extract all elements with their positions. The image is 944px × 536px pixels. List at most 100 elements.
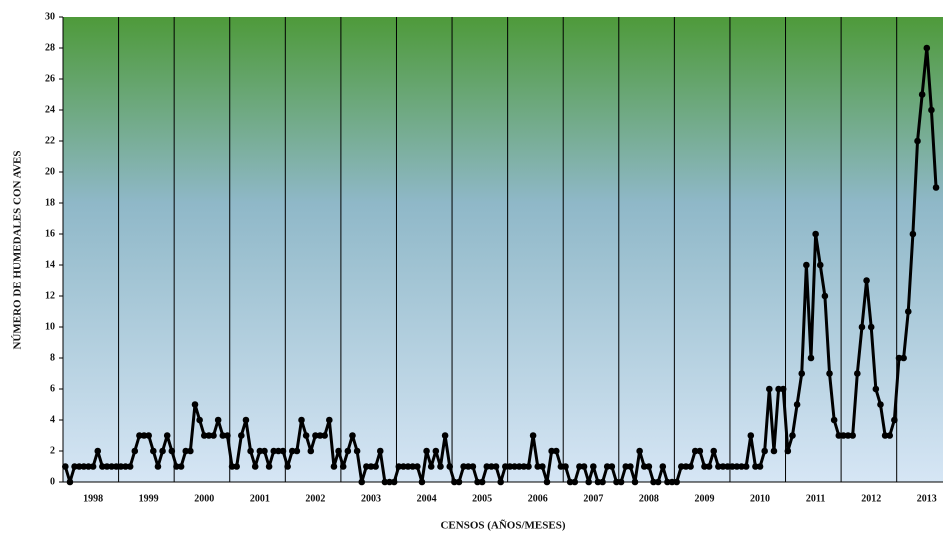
data-point <box>381 478 389 486</box>
data-point <box>446 463 454 470</box>
data-point <box>608 463 616 470</box>
x-tick-label: 1998 <box>83 493 103 504</box>
data-point <box>701 463 708 470</box>
data-point <box>307 447 315 455</box>
data-point <box>367 463 375 470</box>
data-point <box>830 416 838 424</box>
data-point <box>622 463 630 470</box>
x-tick-label: 2011 <box>806 493 825 504</box>
x-tick-label: 2012 <box>861 493 881 504</box>
data-point <box>200 432 208 439</box>
data-point <box>228 463 236 470</box>
data-point <box>409 463 416 470</box>
data-point <box>617 478 625 486</box>
x-tick-label: 2004 <box>417 493 437 504</box>
data-point <box>923 44 931 52</box>
y-axis-label: NÚMERO DE HUMEDALES CON AVES <box>12 150 24 349</box>
data-point <box>909 230 917 238</box>
data-point <box>761 447 768 455</box>
data-point <box>464 463 472 470</box>
data-point <box>826 370 833 377</box>
data-point <box>99 463 106 470</box>
x-tick-label: 1999 <box>139 493 159 504</box>
data-point <box>696 447 704 455</box>
data-point <box>349 432 356 439</box>
data-point <box>650 478 657 486</box>
data-point <box>418 478 426 486</box>
data-point <box>506 463 514 470</box>
data-point <box>803 261 810 269</box>
y-tick-label: 10 <box>45 321 55 332</box>
data-point <box>298 416 305 424</box>
data-point <box>261 447 268 455</box>
data-point <box>145 432 152 439</box>
data-point <box>539 463 546 470</box>
data-point <box>71 463 78 470</box>
data-point <box>891 416 898 424</box>
data-point <box>590 463 597 470</box>
y-tick-label: 26 <box>45 73 55 84</box>
data-point <box>562 463 569 470</box>
data-point <box>664 478 671 486</box>
data-point <box>793 401 801 408</box>
data-point <box>279 447 287 455</box>
y-tick-label: 6 <box>50 383 55 394</box>
y-tick-label: 30 <box>45 11 55 22</box>
data-point <box>386 478 393 486</box>
data-point <box>330 463 338 470</box>
data-point <box>877 401 884 408</box>
data-point <box>117 463 125 470</box>
data-point <box>451 478 458 486</box>
data-point <box>173 463 180 470</box>
data-point <box>844 432 852 439</box>
data-point <box>154 463 162 470</box>
data-point <box>238 432 245 439</box>
data-point <box>585 478 592 486</box>
y-tick-label: 14 <box>45 259 55 270</box>
data-point <box>742 463 750 470</box>
x-tick-label: 2006 <box>528 493 548 504</box>
data-point <box>163 432 171 439</box>
data-point <box>557 463 565 470</box>
data-point <box>932 184 940 191</box>
data-point <box>594 478 602 486</box>
data-point <box>756 463 764 470</box>
data-point <box>242 416 250 424</box>
data-point <box>126 463 134 470</box>
data-point <box>224 432 231 439</box>
x-tick-label: 2005 <box>472 493 492 504</box>
data-point <box>219 432 227 439</box>
x-tick-label: 2001 <box>250 493 270 504</box>
data-point <box>571 478 579 486</box>
data-point <box>543 478 551 486</box>
data-point <box>631 478 639 486</box>
data-point <box>576 463 583 470</box>
data-point <box>363 463 370 470</box>
data-point <box>520 463 528 470</box>
data-point <box>502 463 509 470</box>
data-point <box>603 463 611 470</box>
data-point <box>80 463 88 470</box>
y-tick-label: 18 <box>45 197 55 208</box>
data-point <box>182 447 190 455</box>
data-point <box>251 463 259 470</box>
data-point <box>728 463 736 470</box>
data-point <box>784 447 792 455</box>
data-point <box>715 463 722 470</box>
data-point <box>525 463 532 470</box>
data-point <box>265 463 273 470</box>
x-tick-label: 2000 <box>194 493 214 504</box>
data-point <box>85 463 92 470</box>
data-point <box>682 463 690 470</box>
data-point <box>918 91 926 98</box>
data-point <box>511 463 518 470</box>
data-point <box>372 463 379 470</box>
data-point <box>691 447 699 455</box>
data-point <box>914 137 921 145</box>
data-point <box>904 308 912 315</box>
data-point <box>288 447 296 455</box>
data-point <box>534 463 542 470</box>
data-point <box>214 416 222 424</box>
data-point <box>414 463 421 470</box>
